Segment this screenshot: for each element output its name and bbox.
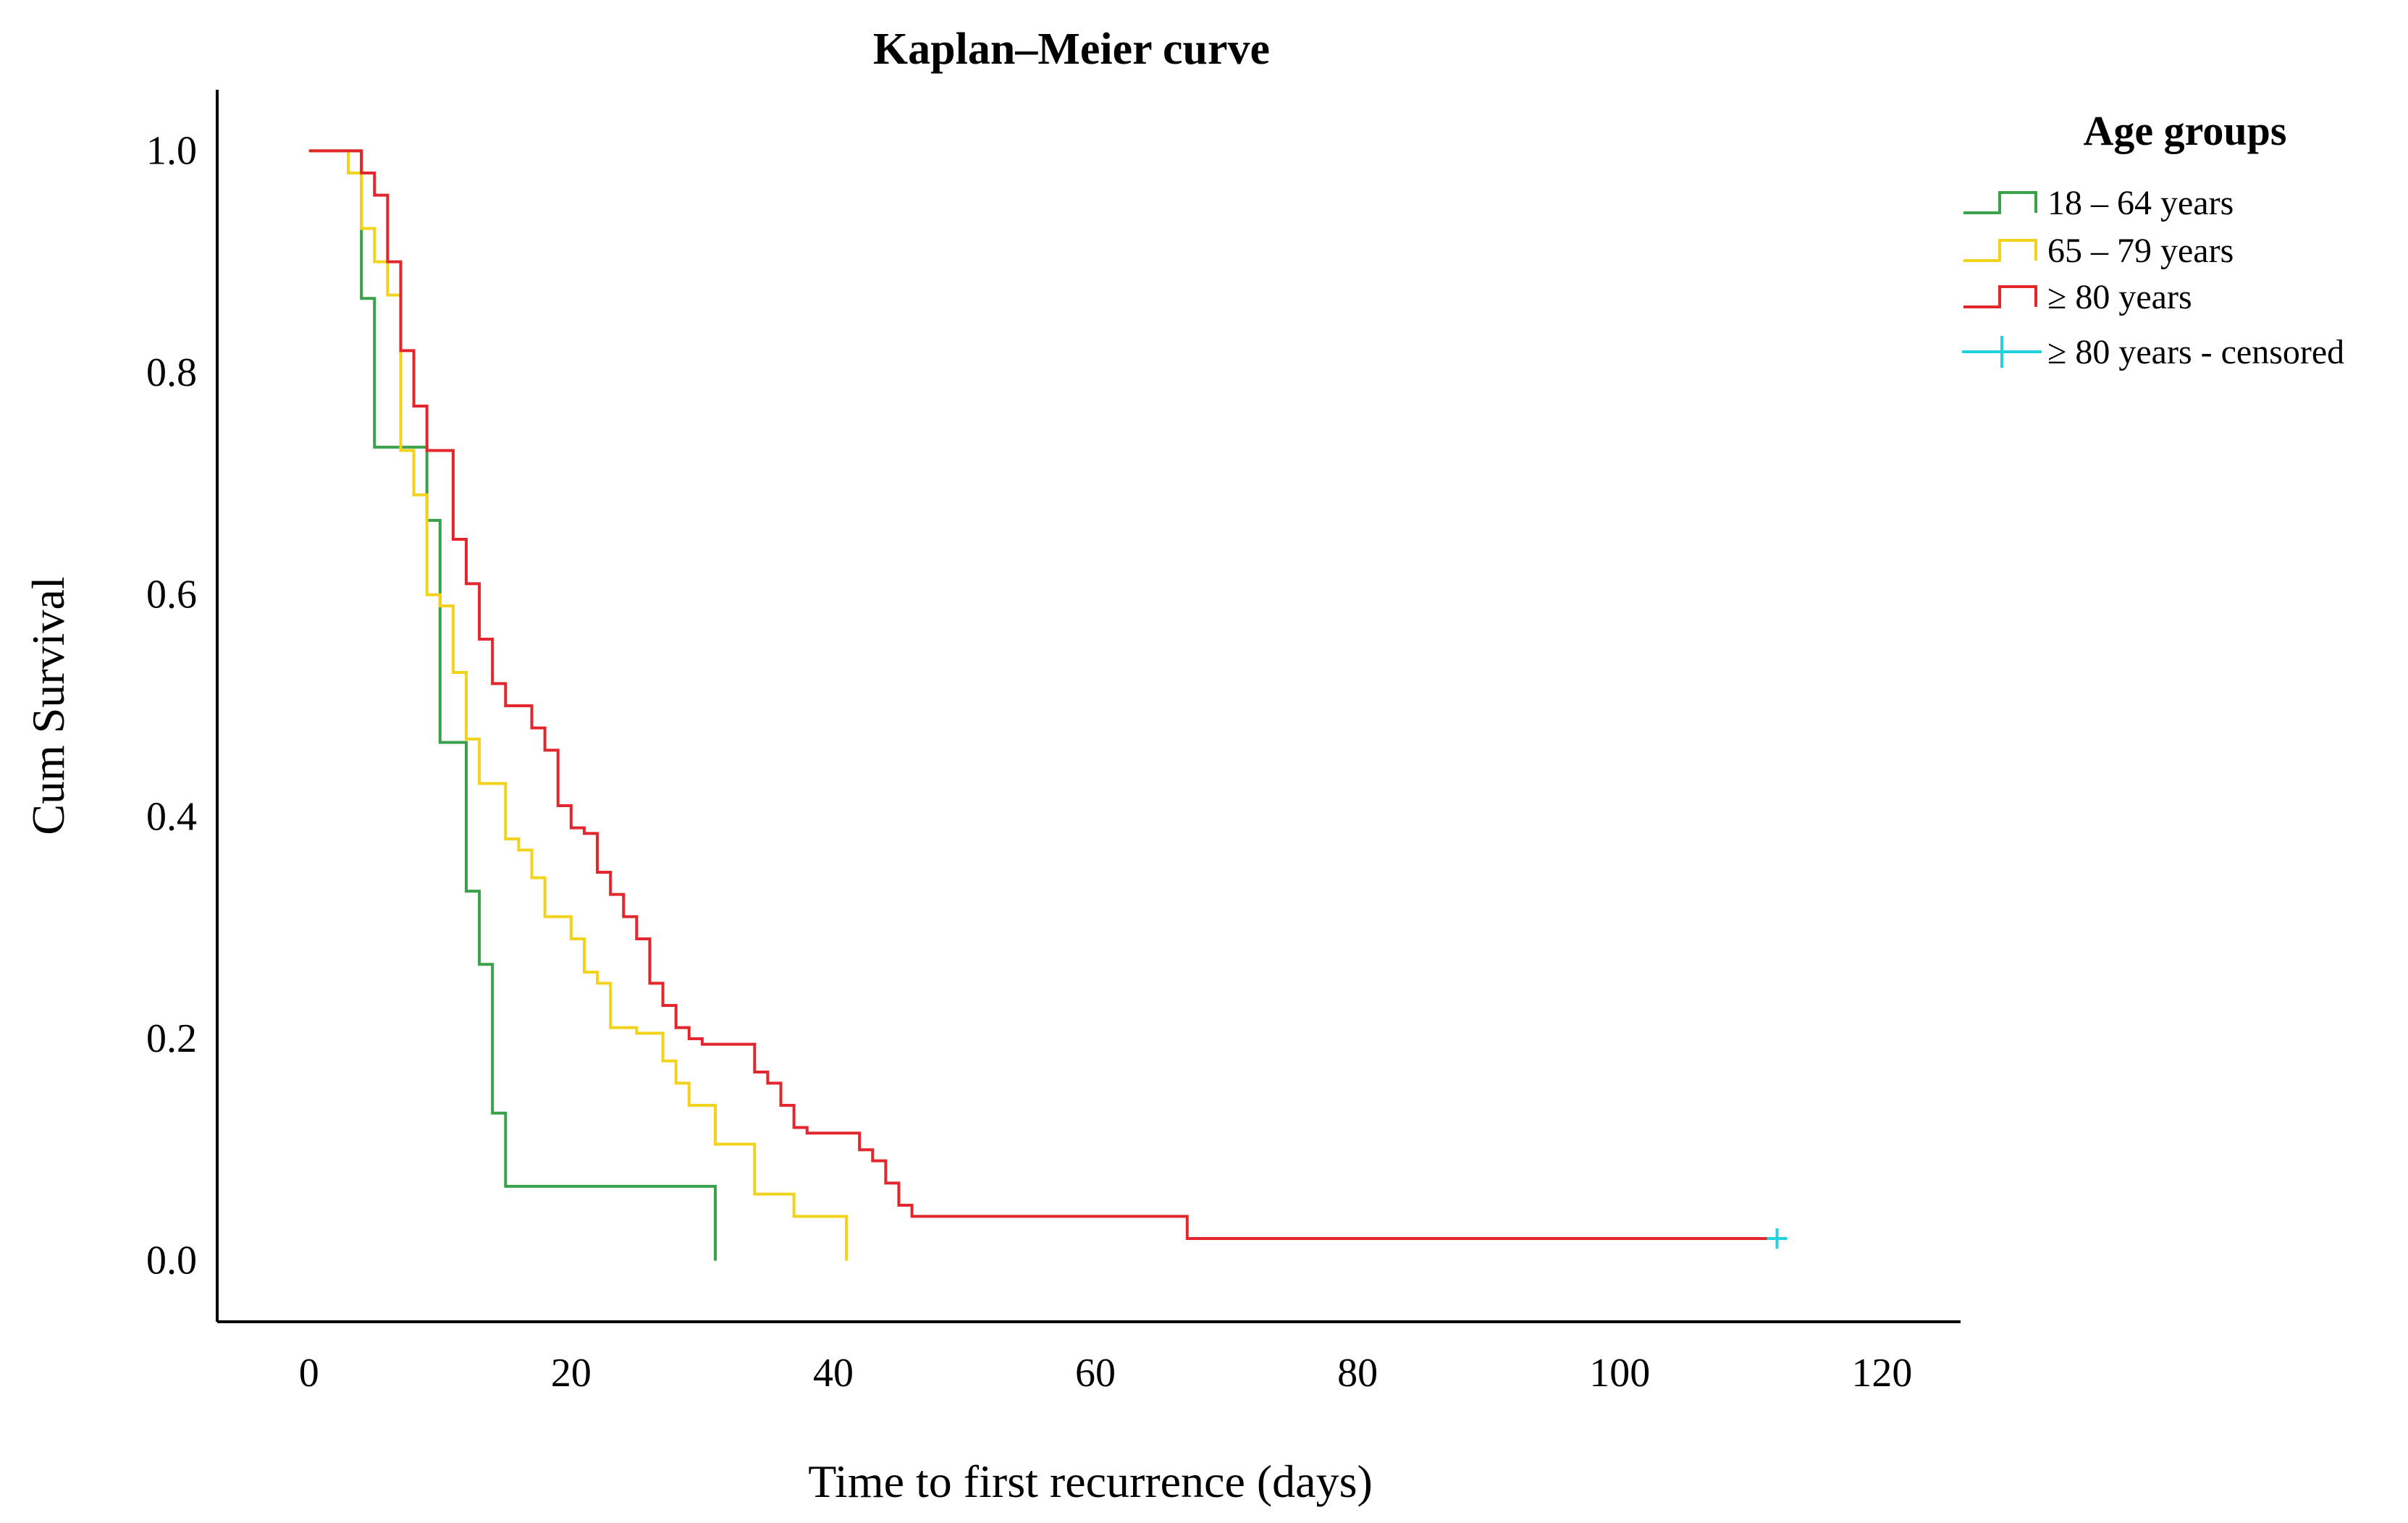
- legend-swatch: [1963, 285, 2037, 308]
- y-axis-label: Cum Survival: [22, 576, 74, 835]
- legend-label: 65 – 79 years: [2047, 232, 2234, 270]
- y-tick-label: 0.8: [146, 350, 197, 395]
- x-tick-labels: 0 20 40 60 80 100 120: [299, 1351, 1913, 1396]
- x-tick-label: 80: [1337, 1351, 1378, 1396]
- x-tick-label: 120: [1851, 1351, 1912, 1396]
- y-tick-label: 0.6: [146, 573, 197, 617]
- legend-items: 18 – 64 years 65 – 79 years ≥ 80 years ≥ 80…: [1962, 184, 2344, 371]
- legend-swatch: [1963, 239, 2037, 262]
- legend-swatch: [1962, 336, 2042, 368]
- legend-label: ≥ 80 years - censored: [2047, 333, 2344, 371]
- y-tick-label: 0.4: [146, 794, 197, 839]
- legend-item: ≥ 80 years: [1963, 278, 2192, 316]
- x-tick-label: 60: [1075, 1351, 1116, 1396]
- legend-label: 18 – 64 years: [2047, 184, 2234, 222]
- legend-title: Age groups: [2084, 107, 2287, 154]
- legend-swatch: [1963, 191, 2037, 214]
- y-tick-label: 0.0: [146, 1239, 197, 1283]
- x-tick-label: 0: [299, 1351, 319, 1396]
- survival-curve-3: [308, 149, 1777, 1240]
- x-tick-label: 40: [813, 1351, 854, 1396]
- survival-curve-2: [308, 149, 849, 1261]
- x-axis-label: Time to first recurrence (days): [808, 1456, 1373, 1507]
- x-tick-label: 20: [551, 1351, 592, 1396]
- legend-item: ≥ 80 years - censored: [1962, 333, 2344, 371]
- y-tick-label: 1.0: [146, 128, 197, 173]
- legend-item: 18 – 64 years: [1963, 184, 2234, 222]
- legend-label: ≥ 80 years: [2047, 278, 2192, 316]
- chart-title: Kaplan–Meier curve: [873, 25, 1270, 74]
- y-tick-labels: 0.0 0.2 0.4 0.6 0.8 1.0: [146, 128, 197, 1283]
- x-tick-label: 100: [1589, 1351, 1650, 1396]
- legend: Age groups 18 – 64 years 65 – 79 years ≥ 8…: [1962, 107, 2344, 371]
- censored-marker: [1767, 1228, 1788, 1249]
- survival-curve-1: [308, 149, 717, 1261]
- survival-curves: [308, 149, 1788, 1261]
- y-tick-label: 0.2: [146, 1016, 197, 1061]
- legend-item: 65 – 79 years: [1963, 232, 2234, 270]
